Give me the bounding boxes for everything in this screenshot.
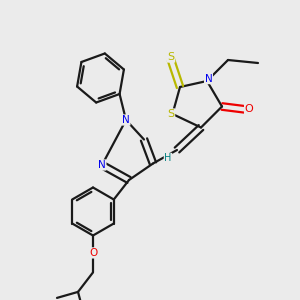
Text: H: H xyxy=(164,153,172,164)
Text: N: N xyxy=(98,160,106,170)
Text: N: N xyxy=(122,115,130,125)
Text: N: N xyxy=(205,74,212,84)
Text: O: O xyxy=(89,248,97,258)
Text: S: S xyxy=(167,52,175,62)
Text: O: O xyxy=(244,104,253,115)
Text: S: S xyxy=(167,109,175,119)
